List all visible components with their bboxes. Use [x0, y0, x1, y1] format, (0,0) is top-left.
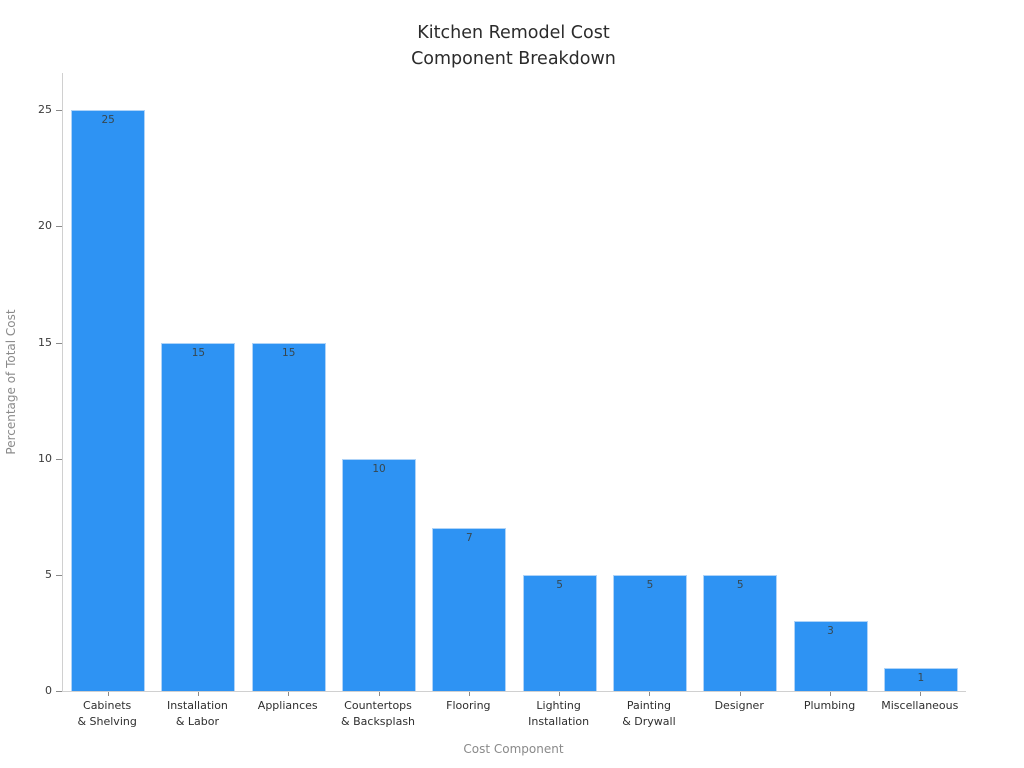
bar-slot: 3	[785, 73, 875, 691]
bar: 7	[432, 528, 507, 691]
bar-value-label: 15	[282, 346, 296, 359]
x-tick-labels: Cabinets & Shelving Installation & Labor A…	[62, 698, 965, 729]
bar-value-label: 10	[372, 462, 386, 475]
y-tick-label: 0	[45, 684, 52, 697]
x-tick-label: Countertops & Backsplash	[341, 699, 416, 728]
x-tick-label: Appliances	[257, 699, 318, 712]
y-tick-label: 20	[38, 219, 52, 232]
x-tick-mark	[739, 692, 741, 696]
bar: 5	[522, 574, 597, 691]
y-tick-mark	[56, 226, 62, 227]
bar-value-label: 25	[101, 114, 115, 127]
x-tick-mark	[468, 692, 470, 696]
x-tick-label: Installation & Labor	[166, 699, 228, 728]
bars-container: 25 15 15 10 7 5 5 5 3 1	[63, 73, 966, 691]
y-axis-title: Percentage of Total Cost	[4, 309, 18, 455]
chart-title-line-1: Kitchen Remodel Cost	[417, 23, 610, 43]
bar-value-label: 5	[556, 578, 563, 591]
plot-area: 25 15 15 10 7 5 5 5 3 1 0 5 10 15 20 25	[38, 73, 966, 697]
y-tick-mark	[56, 343, 62, 344]
x-tick-label: Lighting Installation	[528, 699, 590, 728]
bar-slot: 7	[424, 73, 514, 691]
bar-value-label: 7	[465, 532, 473, 545]
bar-slot: 5	[605, 73, 695, 691]
y-tick-mark	[56, 691, 62, 692]
chart-title: Kitchen Remodel Cost Component Breakdown	[62, 20, 965, 72]
x-tick-label: Designer	[714, 699, 764, 712]
bar-slot: 5	[514, 73, 604, 691]
bar-slot: 5	[695, 73, 785, 691]
x-tick-mark	[288, 692, 290, 696]
bar-slot: 1	[876, 73, 966, 691]
x-tick-mark	[378, 692, 380, 696]
bar-value-label: 15	[191, 346, 206, 359]
y-tick-label: 5	[45, 568, 52, 581]
bar: 10	[342, 458, 417, 691]
bar: 15	[251, 342, 326, 691]
bar: 25	[71, 110, 146, 691]
bar-value-label: 1	[917, 671, 925, 684]
x-tick-label: Cabinets & Shelving	[77, 699, 137, 728]
x-tick-mark	[920, 692, 922, 696]
y-tick-label: 10	[38, 452, 52, 465]
bar: 5	[612, 574, 687, 691]
x-tick-marks	[63, 691, 966, 697]
bar: 15	[161, 342, 236, 691]
bar-value-label: 5	[736, 578, 744, 591]
bar: 1	[883, 667, 958, 691]
y-tick-label: 25	[38, 103, 52, 116]
y-tick-label: 15	[38, 336, 52, 349]
bar-slot: 25	[63, 73, 153, 691]
bar-value-label: 3	[827, 625, 834, 638]
bar-slot: 15	[153, 73, 243, 691]
x-tick-label: Flooring	[446, 699, 491, 712]
bar: 5	[703, 574, 778, 691]
bar-slot: 10	[334, 73, 424, 691]
y-tick-mark	[56, 459, 62, 460]
x-tick-mark	[559, 692, 561, 696]
x-tick-mark	[197, 692, 199, 696]
x-tick-label: Plumbing	[803, 699, 856, 712]
x-tick-mark	[649, 692, 651, 696]
bar-value-label: 5	[646, 578, 654, 591]
x-tick-mark	[107, 692, 109, 696]
chart-title-line-2: Component Breakdown	[411, 49, 616, 69]
y-tick-mark	[56, 575, 62, 576]
x-tick-label: Miscellaneous	[881, 699, 959, 712]
x-tick-mark	[830, 692, 832, 696]
x-axis-title: Cost Component	[463, 742, 564, 756]
bar-slot: 15	[244, 73, 334, 691]
bar: 3	[793, 621, 868, 691]
x-tick-label: Painting & Drywall	[622, 699, 676, 728]
y-tick-mark	[56, 110, 62, 111]
